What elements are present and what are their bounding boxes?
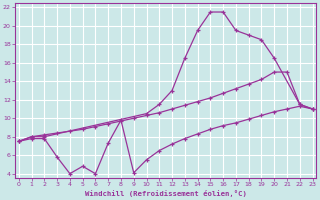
X-axis label: Windchill (Refroidissement éolien,°C): Windchill (Refroidissement éolien,°C) (85, 190, 247, 197)
